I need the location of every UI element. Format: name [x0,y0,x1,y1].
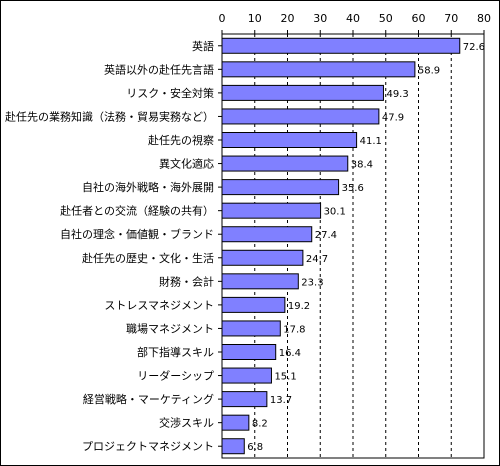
data-label: 35.6 [342,183,364,194]
bar [221,249,304,266]
x-tick-label: 60 [412,12,426,25]
bar [221,132,358,148]
category-label: 職場マネジメント [126,322,214,335]
bar [221,108,380,125]
category-label: 赴任先の視察 [148,133,214,147]
data-label: 23.3 [301,277,323,288]
category-label: 財務・会計 [159,274,214,288]
category-label: 部下指導スキル [137,345,214,359]
bar [221,273,299,290]
bar [221,344,277,360]
category-label: 赴任先の業務知識（法務・貿易実務など） [5,109,214,123]
category-label: プロジェクトマネジメント [82,440,214,453]
x-tick-label: 30 [313,12,327,25]
category-label: ストレスマネジメント [104,299,214,312]
data-label: 15.1 [274,372,296,383]
data-label: 72.6 [463,42,485,53]
bar [221,391,268,408]
bar [221,84,384,101]
category-label: 英語以外の赴任先言語 [104,62,214,76]
bar [221,61,416,78]
x-tick-label: 70 [444,12,458,25]
category-label: 自社の理念・価値観・ブランド [60,227,214,241]
data-label: 30.1 [324,207,346,218]
data-label: 27.4 [315,230,337,241]
bar [221,226,313,243]
bar [221,414,250,431]
data-label: 8.2 [252,419,268,430]
category-label: 経営戦略・マーケティング [83,392,214,406]
data-label: 17.8 [283,324,305,335]
category-label: 交渉スキル [159,416,214,430]
data-label: 38.4 [351,160,373,171]
data-label: 24.7 [306,254,328,265]
data-label: 13.7 [270,395,292,406]
category-label: 自社の海外戦略・海外展開 [82,180,214,194]
bar [221,202,322,219]
bar [221,155,349,172]
bar [221,367,272,384]
data-label: 16.4 [279,348,301,359]
data-label: 58.9 [418,65,440,76]
category-label: 赴任者との交流（経験の共有） [60,204,214,218]
x-tick-label: 10 [248,12,262,25]
category-label: リスク・安全対策 [126,86,214,100]
category-label: 赴任先の歴史・文化・生活 [82,251,214,265]
category-label: 英語 [192,39,214,53]
x-tick-label: 40 [346,12,360,25]
data-label: 6.8 [247,442,263,453]
plot-area-border [221,33,485,459]
category-label: 異文化適応 [159,157,214,171]
bar [221,438,245,455]
bar [221,37,461,54]
x-tick-label: 20 [281,12,295,25]
x-tick-label: 0 [219,12,226,25]
data-label: 41.1 [360,136,382,147]
data-label: 19.2 [288,301,310,312]
data-label: 47.9 [382,112,404,123]
data-label: 49.3 [386,89,408,100]
category-label: リーダーシップ [137,369,214,383]
bar [221,320,281,337]
x-tick-label: 80 [477,12,491,25]
label-layer: 英語 72.6 英語以外の赴任先言語 58.9 リスク・安全対策 49.3 赴任先の業務知識… [5,39,485,453]
x-tick-label: 50 [379,12,393,25]
bar [221,179,340,196]
bar [221,296,286,313]
bar-layer [221,37,461,455]
